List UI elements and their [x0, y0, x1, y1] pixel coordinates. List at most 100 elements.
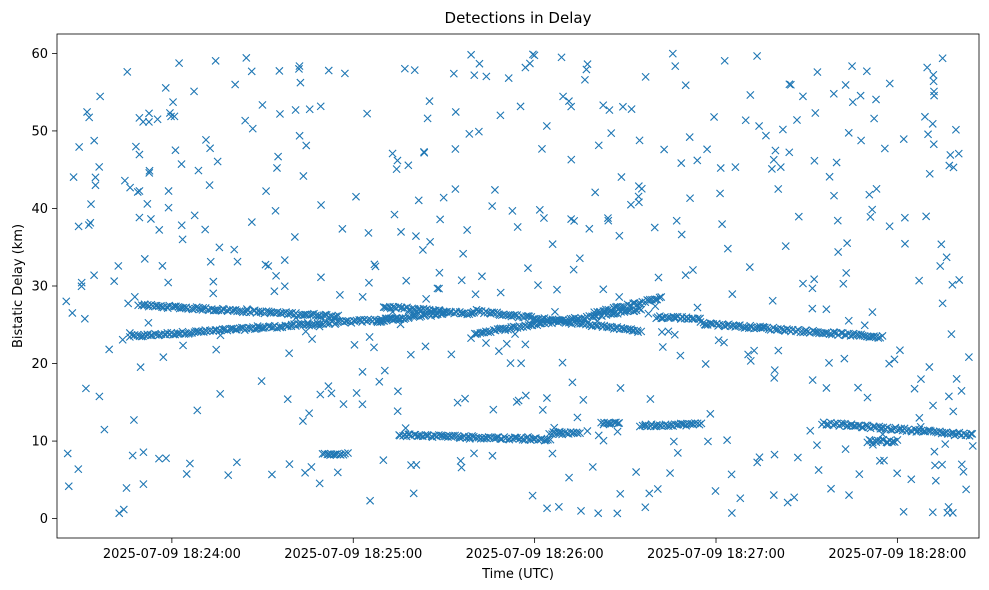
data-point-1310 [477, 272, 486, 281]
data-point-1053 [731, 163, 740, 172]
data-point-104 [322, 319, 331, 328]
data-point-1338 [496, 288, 505, 297]
data-point-1428 [209, 277, 218, 286]
data-point-529 [625, 301, 634, 310]
data-point-935 [761, 131, 770, 140]
data-point-1021 [380, 366, 389, 375]
data-point-1066 [193, 406, 202, 415]
data-point-1158 [131, 142, 140, 151]
data-point-829 [904, 425, 913, 434]
data-point-1389 [365, 333, 374, 342]
data-point-558 [671, 313, 680, 322]
data-point-1255 [153, 115, 162, 124]
data-point-451 [525, 312, 534, 321]
data-point-510 [637, 327, 646, 336]
data-point-1231 [910, 384, 919, 393]
data-point-1014 [393, 156, 402, 165]
data-point-1256 [798, 92, 807, 101]
data-point-1422 [461, 394, 470, 403]
data-point-1217 [305, 409, 314, 418]
data-point-1222 [716, 189, 725, 198]
data-point-1258 [575, 254, 584, 263]
data-point-1390 [833, 216, 842, 225]
data-point-1224 [770, 366, 779, 375]
data-point-1081 [812, 441, 821, 450]
data-point-1348 [822, 383, 831, 392]
data-point-1056 [114, 261, 123, 270]
data-point-326 [458, 309, 467, 318]
data-point-750 [484, 432, 493, 441]
data-point-425 [475, 307, 484, 316]
data-point-1289 [923, 63, 932, 72]
data-point-1431 [120, 176, 129, 185]
data-point-1026 [755, 122, 764, 131]
data-point-639 [822, 329, 831, 337]
data-point-312 [431, 306, 440, 315]
data-point-1313 [248, 124, 257, 133]
data-point-1147 [447, 350, 456, 359]
data-point-1402 [579, 395, 588, 404]
data-point-323 [452, 308, 461, 317]
data-point-240 [321, 310, 330, 319]
data-point-100 [315, 320, 324, 329]
data-point-1408 [242, 305, 251, 314]
data-point-972 [216, 389, 225, 398]
data-point-695 [686, 419, 695, 428]
data-point-1306 [421, 342, 430, 351]
data-point-1144 [617, 173, 626, 182]
data-point-1223 [955, 275, 964, 284]
data-point-978 [872, 184, 881, 193]
data-point-1350 [856, 91, 865, 100]
data-point-911 [576, 429, 585, 438]
data-point-1436 [90, 271, 99, 280]
data-point-981 [63, 449, 72, 458]
data-point-1111 [550, 307, 559, 316]
data-point-1071 [470, 71, 479, 80]
data-point-991 [233, 257, 242, 266]
data-point-1076 [64, 482, 73, 491]
data-point-247 [334, 311, 343, 320]
data-point-804 [857, 423, 866, 432]
data-point-1285 [274, 152, 283, 161]
data-point-1077 [720, 56, 729, 65]
data-point-509 [634, 328, 643, 337]
data-point-1102 [786, 80, 795, 89]
data-point-1247 [646, 395, 655, 403]
chart-title: Detections in Delay [445, 9, 592, 27]
data-point-1412 [74, 465, 83, 474]
data-point-1257 [644, 309, 653, 318]
data-point-1220 [778, 125, 787, 134]
data-point-948 [825, 172, 834, 181]
data-point-950 [453, 398, 462, 407]
data-point-895 [545, 429, 554, 438]
data-point-1051 [206, 257, 215, 266]
data-point-465 [551, 316, 560, 325]
data-point-518 [604, 305, 613, 314]
data-point-1136 [938, 299, 947, 308]
data-point-999 [555, 427, 564, 436]
data-point-1117 [272, 271, 281, 280]
data-point-1038 [301, 327, 310, 336]
data-point-1341 [316, 102, 325, 111]
data-point-1001 [301, 468, 310, 477]
data-point-923 [270, 287, 279, 296]
data-point-1140 [467, 334, 476, 343]
data-point-1179 [848, 62, 857, 71]
data-point-975 [364, 228, 373, 237]
data-point-714 [416, 431, 425, 440]
data-point-1237 [470, 449, 479, 458]
data-point-743 [472, 433, 481, 442]
data-point-1393 [770, 450, 779, 459]
data-point-1417 [308, 334, 317, 343]
data-point-1009 [855, 470, 864, 479]
data-point-1057 [915, 413, 924, 422]
data-point-491 [600, 321, 609, 330]
data-point-46 [212, 325, 221, 334]
data-point-1336 [350, 340, 359, 349]
data-point-934 [945, 161, 954, 170]
data-point-1369 [660, 145, 669, 154]
data-point-1210 [594, 141, 603, 150]
data-point-1343 [938, 460, 947, 469]
data-point-1435 [496, 111, 505, 120]
data-point-1176 [451, 107, 460, 116]
